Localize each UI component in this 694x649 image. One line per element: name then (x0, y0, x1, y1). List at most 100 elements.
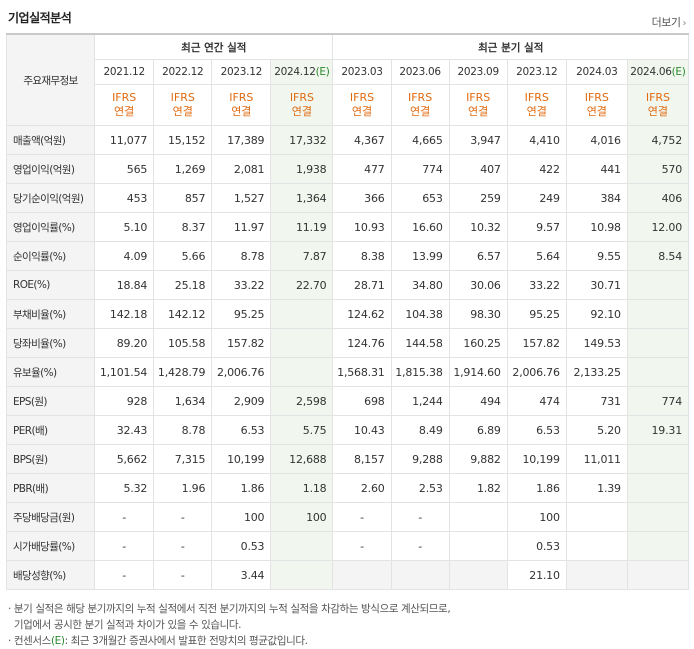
table-cell: 8,157 (332, 444, 392, 474)
table-cell: - (94, 560, 155, 590)
table-cell: 494 (448, 386, 508, 416)
table-cell: 21.10 (506, 560, 567, 590)
table-cell (565, 531, 628, 561)
ifrs-header: IFRS 연결 (153, 84, 213, 126)
consolidated-label: 연결 (468, 105, 489, 118)
consolidated-label: 연결 (647, 105, 669, 118)
consolidated-label: 연결 (172, 105, 193, 118)
table-cell: 1,269 (153, 154, 213, 184)
more-link[interactable]: 더보기 › (651, 14, 687, 30)
table-cell: 9,882 (448, 444, 508, 474)
period-label: 2023.03 (341, 66, 383, 78)
table-cell: - (332, 502, 392, 532)
table-cell: 774 (626, 386, 690, 416)
table-row: 부채비율(%) 142.18 142.12 95.25 124.62 104.38 98.3… (5, 299, 690, 329)
table-cell: 2.53 (390, 473, 450, 503)
table-cell: 10.98 (565, 212, 628, 242)
table-cell: 259 (448, 183, 508, 213)
table-cell: 10,199 (211, 444, 272, 474)
table-cell (270, 357, 334, 387)
table-row: 시가배당률(%) - -0.53- -0.53 (5, 531, 690, 561)
table-cell: 33.22 (506, 270, 567, 300)
table-cell: 3.44 (211, 560, 272, 590)
table-cell: 95.25 (506, 299, 567, 329)
table-cell: 249 (506, 183, 567, 213)
table-cell: 2,598 (270, 386, 334, 416)
table-cell: 6.53 (211, 415, 272, 445)
period-label: 2024.03 (576, 66, 618, 78)
footnotes: · 분기 실적은 해당 분기까지의 누적 실적에서 직전 분기까지의 누적 실적… (8, 601, 451, 649)
ifrs-label: IFRS (170, 91, 195, 104)
table-cell: 1,244 (390, 386, 450, 416)
table-cell: 1,101.54 (94, 357, 155, 387)
table-cell: 3,947 (448, 125, 508, 155)
table-cell (270, 328, 334, 358)
period-header: 2024.03 (565, 59, 628, 85)
table-cell: 1,938 (270, 154, 334, 184)
table-row: BPS(원) 5,662 7,315 10,199 12,688 8,157 9,288 9,… (5, 444, 690, 474)
consolidated-label: 연결 (409, 105, 431, 118)
table-cell: - (390, 502, 450, 532)
table-cell: 30.71 (565, 270, 628, 300)
table-cell: 8.49 (390, 415, 450, 445)
table-cell: 731 (565, 386, 628, 416)
table-cell: 8.78 (153, 415, 213, 445)
period-label: 2023.06 (399, 66, 441, 78)
table-cell: 144.58 (390, 328, 450, 358)
table-cell: 98.30 (448, 299, 508, 329)
ifrs-header: IFRS 연결 (94, 84, 155, 126)
table-cell: 4.09 (94, 241, 155, 271)
ifrs-label: IFRS (584, 91, 609, 104)
table-cell: 11,011 (565, 444, 628, 474)
table-cell: 11.19 (270, 212, 334, 242)
table-cell: 366 (332, 183, 392, 213)
table-cell: 89.20 (94, 328, 155, 358)
table-cell: 1,815.38 (390, 357, 450, 387)
ifrs-header: IFRS 연결 (332, 84, 392, 126)
table-cell: 1,364 (270, 183, 334, 213)
table-cell: 8.38 (332, 241, 392, 271)
section-title: 기업실적분석 (8, 11, 72, 25)
table-cell: 1,568.31 (332, 357, 392, 387)
ifrs-header: IFRS 연결 (448, 84, 508, 126)
table-cell (626, 357, 690, 387)
ifrs-label: IFRS (466, 91, 491, 104)
table-cell (626, 502, 690, 532)
ifrs-label: IFRS (289, 91, 315, 104)
table-cell: 477 (332, 154, 392, 184)
table-cell: 565 (94, 154, 155, 184)
row-label: PBR(배) (5, 473, 96, 503)
table-cell: 149.53 (565, 328, 628, 358)
table-row: 매출액(억원) 11,077 15,152 17,389 17,332 4,367 4,66… (5, 125, 690, 155)
consolidated-label: 연결 (291, 105, 313, 118)
row-label: 시가배당률(%) (5, 531, 96, 561)
table-cell: 1.86 (506, 473, 567, 503)
table-cell: 25.18 (153, 270, 213, 300)
consolidated-label: 연결 (231, 105, 252, 118)
row-label: 유보율(%) (5, 357, 96, 387)
table-row: 영업이익률(%) 5.10 8.37 11.97 11.19 10.93 16.60 10.3… (5, 212, 690, 242)
table-cell: 10.43 (332, 415, 392, 445)
ifrs-label: IFRS (524, 91, 549, 104)
table-cell: 2,133.25 (565, 357, 628, 387)
financial-summary-table: 주요재무정보 최근 연간 실적 최근 분기 실적 2021.12 2022.12 2… (5, 33, 690, 590)
table-cell: 1.18 (270, 473, 334, 503)
table-cell: 2.60 (332, 473, 392, 503)
table-cell (626, 444, 690, 474)
table-cell: 928 (94, 386, 155, 416)
table-cell: 5.66 (153, 241, 213, 271)
table-cell: 15,152 (153, 125, 213, 155)
table-cell: 422 (506, 154, 567, 184)
table-cell: 2,081 (211, 154, 272, 184)
table-cell: 10,199 (506, 444, 567, 474)
more-label: 더보기 (651, 16, 681, 29)
table-row: PBR(배) 5.32 1.96 1.86 1.18 2.60 2.53 1.82 1.86 1.… (5, 473, 690, 503)
row-label: 당좌비율(%) (5, 328, 96, 358)
period-header: 2023.12 (506, 59, 567, 85)
table-cell: 95.25 (211, 299, 272, 329)
table-cell: 5.20 (565, 415, 628, 445)
period-label: 2023.12 (516, 66, 558, 78)
row-label: 배당성향(%) (5, 560, 96, 590)
footnote-2: 기업에서 공시한 분기 실적과 차이가 있을 수 있습니다. (13, 619, 242, 631)
row-label: 부채비율(%) (5, 299, 96, 329)
